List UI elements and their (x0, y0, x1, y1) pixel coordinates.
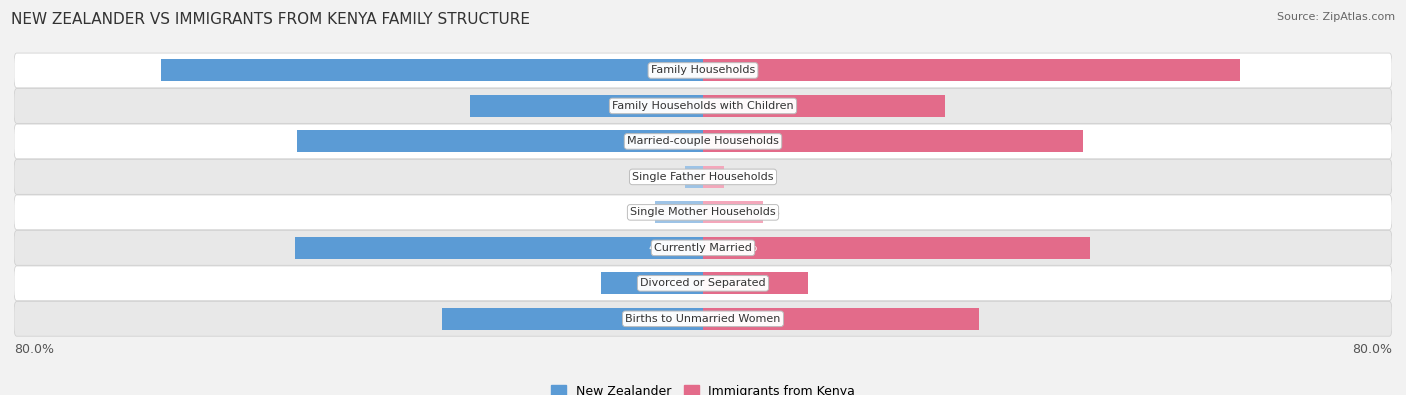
Bar (703, 237, 1090, 259)
Text: 62.3%: 62.3% (720, 64, 758, 77)
Text: 62.9%: 62.9% (648, 64, 686, 77)
FancyBboxPatch shape (14, 124, 1392, 159)
Text: NEW ZEALANDER VS IMMIGRANTS FROM KENYA FAMILY STRUCTURE: NEW ZEALANDER VS IMMIGRANTS FROM KENYA F… (11, 12, 530, 27)
FancyBboxPatch shape (14, 88, 1392, 123)
Text: Single Father Households: Single Father Households (633, 172, 773, 182)
Text: 5.6%: 5.6% (638, 206, 668, 219)
Text: Family Households with Children: Family Households with Children (612, 101, 794, 111)
Bar (655, 201, 703, 224)
Text: 47.2%: 47.2% (648, 135, 686, 148)
Text: Births to Unmarried Women: Births to Unmarried Women (626, 314, 780, 324)
Bar (703, 308, 980, 330)
Text: 30.3%: 30.3% (648, 312, 686, 325)
Text: 28.1%: 28.1% (720, 100, 758, 113)
Text: Single Mother Households: Single Mother Households (630, 207, 776, 217)
Bar (703, 95, 945, 117)
Bar (441, 308, 703, 330)
Text: 80.0%: 80.0% (1353, 343, 1392, 356)
Text: Married-couple Households: Married-couple Households (627, 136, 779, 147)
Bar (703, 60, 1240, 81)
Bar (703, 201, 763, 224)
FancyBboxPatch shape (14, 195, 1392, 230)
Text: Currently Married: Currently Married (654, 243, 752, 253)
Text: 12.2%: 12.2% (720, 277, 758, 290)
Bar (703, 272, 808, 294)
Text: 27.1%: 27.1% (648, 100, 686, 113)
Text: 2.1%: 2.1% (668, 170, 697, 183)
Text: Family Households: Family Households (651, 66, 755, 75)
FancyBboxPatch shape (14, 301, 1392, 336)
Bar (703, 130, 1083, 152)
Bar (470, 95, 703, 117)
Text: 7.0%: 7.0% (751, 206, 780, 219)
Text: 11.9%: 11.9% (648, 277, 686, 290)
Legend: New Zealander, Immigrants from Kenya: New Zealander, Immigrants from Kenya (546, 380, 860, 395)
FancyBboxPatch shape (14, 53, 1392, 88)
Text: Divorced or Separated: Divorced or Separated (640, 278, 766, 288)
Bar (685, 166, 703, 188)
Text: 47.4%: 47.4% (648, 241, 686, 254)
Bar (600, 272, 703, 294)
Bar (703, 166, 724, 188)
FancyBboxPatch shape (14, 160, 1392, 194)
Text: 44.9%: 44.9% (720, 241, 758, 254)
Text: 80.0%: 80.0% (14, 343, 53, 356)
Text: Source: ZipAtlas.com: Source: ZipAtlas.com (1277, 12, 1395, 22)
FancyBboxPatch shape (14, 266, 1392, 301)
Bar (162, 60, 703, 81)
Text: 32.1%: 32.1% (720, 312, 758, 325)
Bar (297, 130, 703, 152)
FancyBboxPatch shape (14, 230, 1392, 265)
Bar (295, 237, 703, 259)
Text: 44.1%: 44.1% (720, 135, 758, 148)
Text: 2.4%: 2.4% (711, 170, 741, 183)
